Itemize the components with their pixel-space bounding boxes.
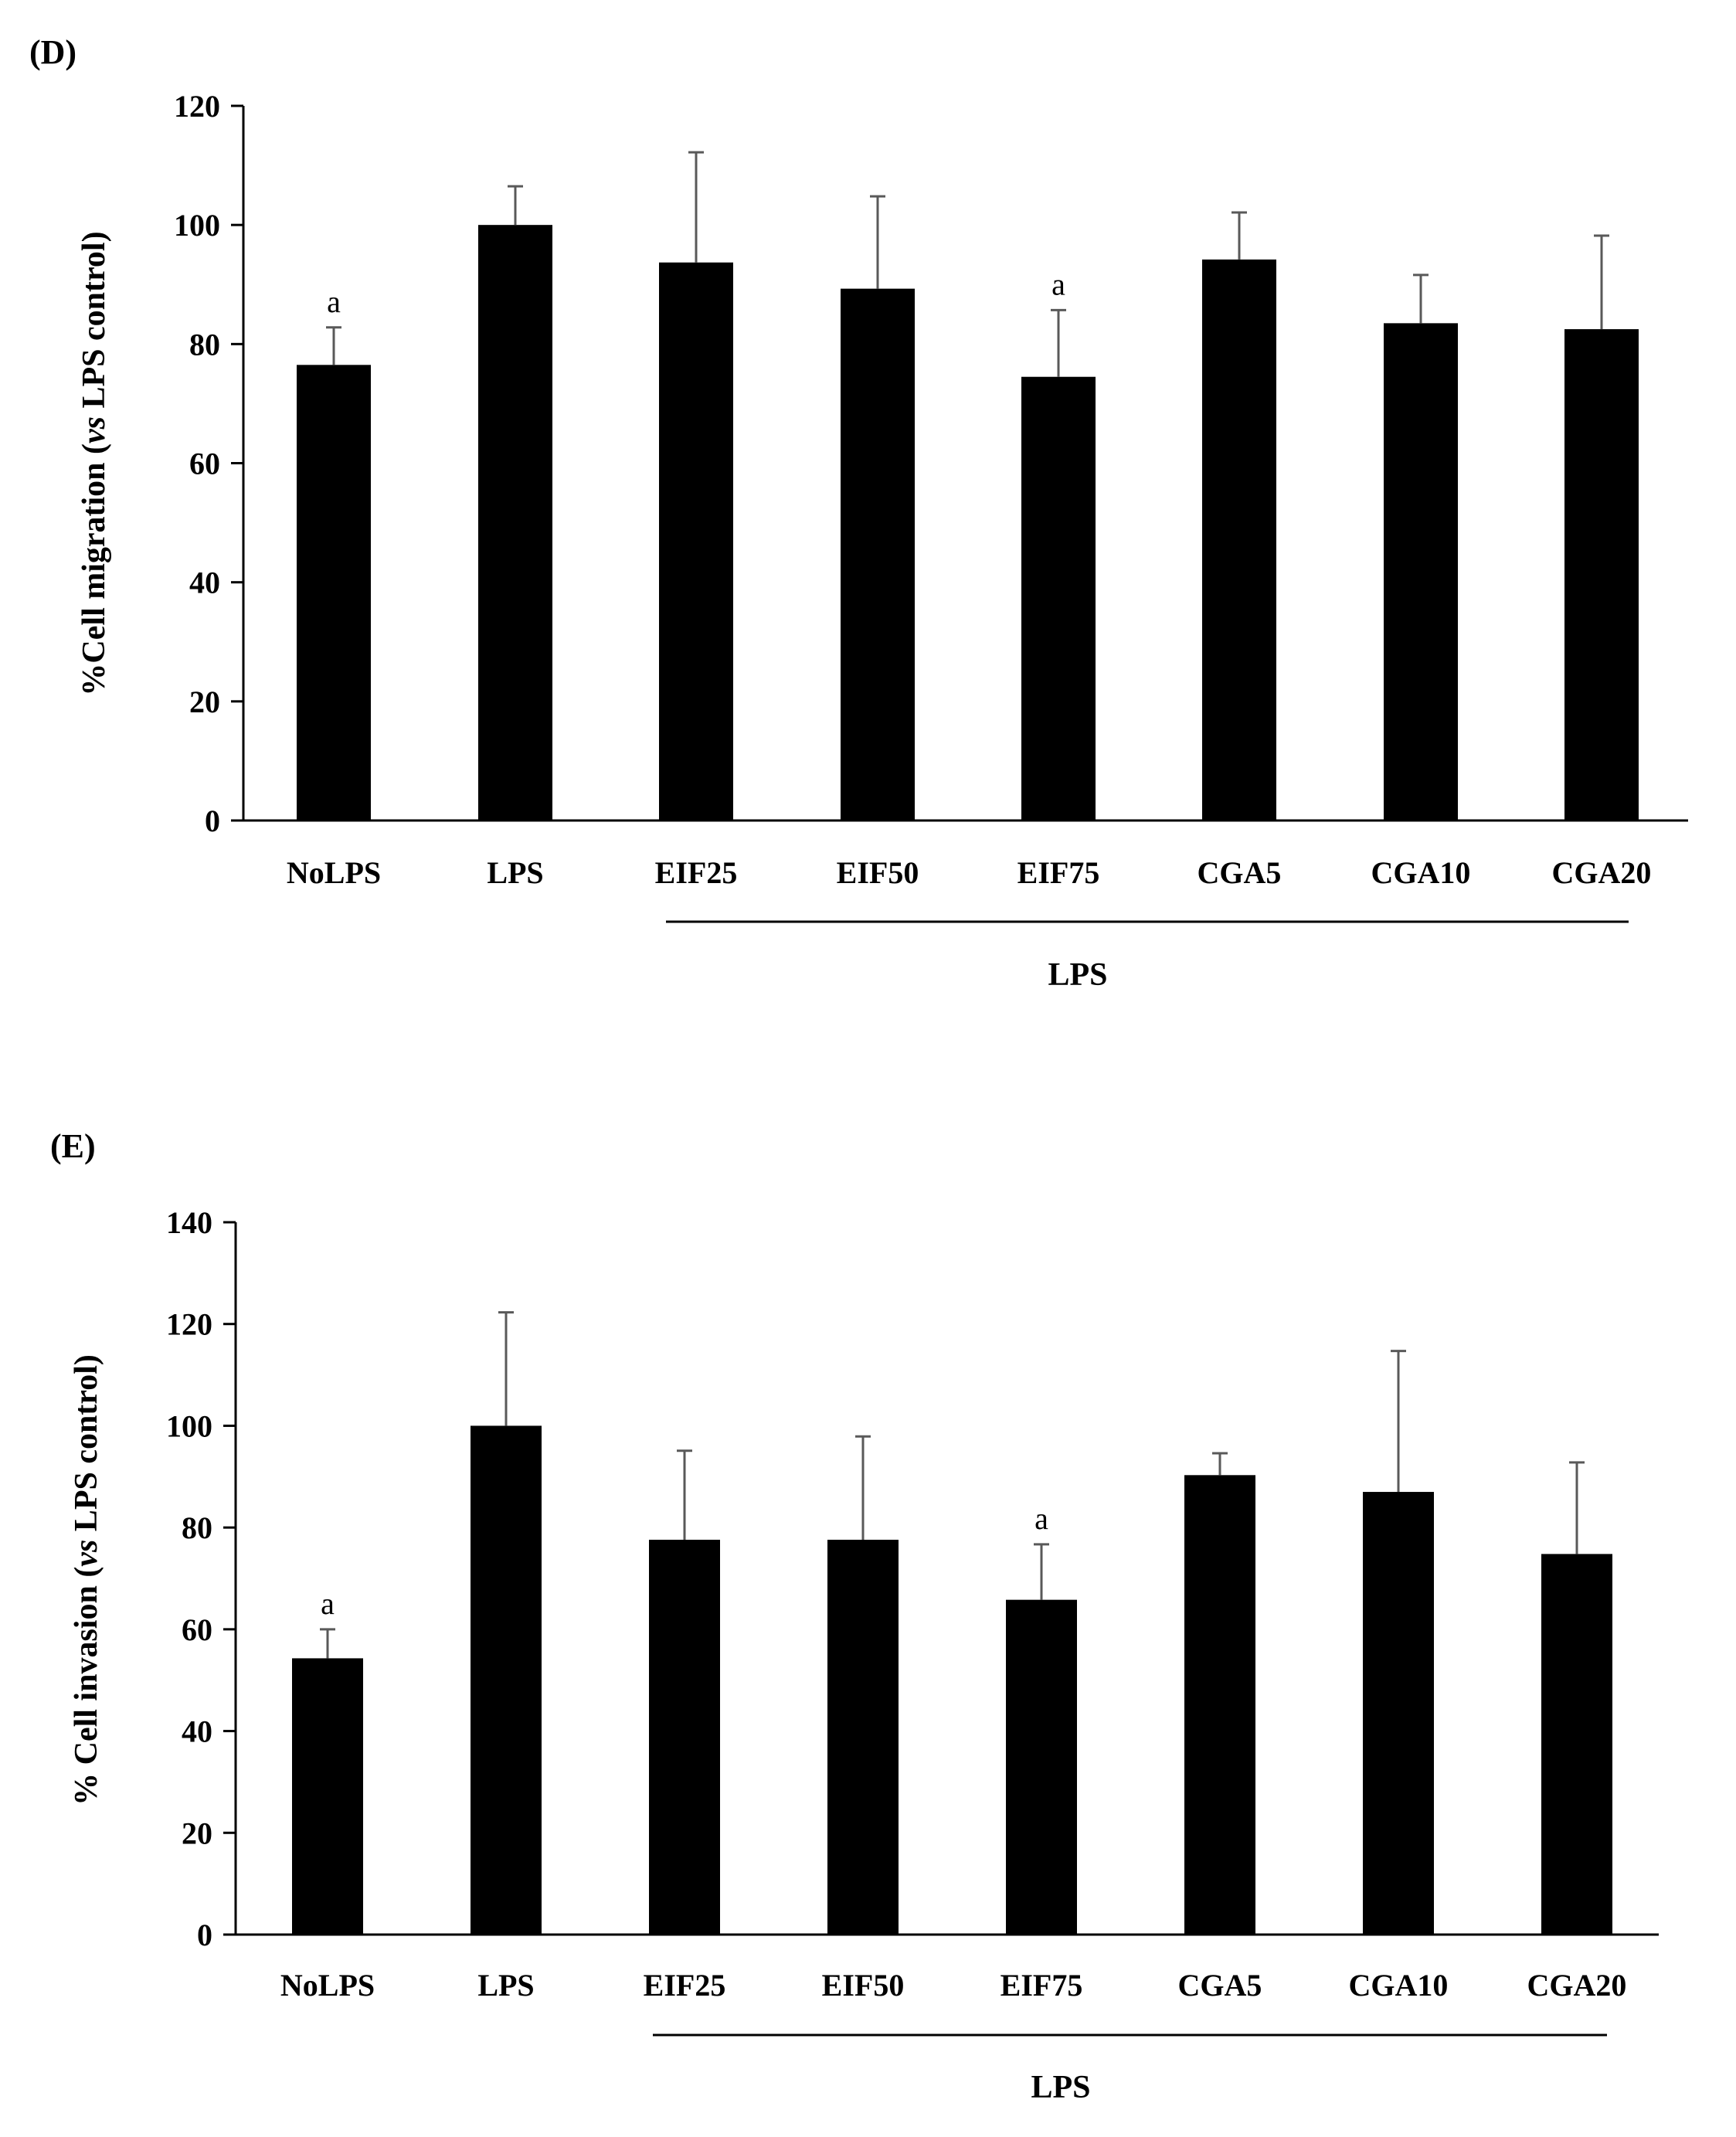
- bar: [478, 225, 552, 821]
- category-label: EIF75: [1000, 1968, 1083, 2003]
- y-tick-label: 100: [174, 208, 220, 243]
- category-label: CGA10: [1349, 1968, 1449, 2003]
- bar: [1021, 376, 1096, 821]
- panel-label: (E): [50, 1127, 96, 1165]
- chart-panel-d: (D) %Cell migration (vs LPS control) 0 20 40…: [29, 33, 1688, 993]
- y-axis-title: % Cell invasion (vs LPS control): [69, 1354, 104, 1806]
- bar: [1541, 1554, 1612, 1935]
- category-label: EIF25: [655, 855, 738, 890]
- y-axis-title-main: % Cell invasion (: [69, 1567, 104, 1806]
- category-label: EIF50: [837, 855, 919, 890]
- y-axis-title-suffix: LPS control): [69, 1354, 104, 1540]
- y-tick-label: 40: [189, 566, 220, 600]
- category-label: NoLPS: [287, 855, 381, 890]
- category-label: LPS: [477, 1968, 534, 2003]
- bar: [1384, 323, 1458, 821]
- bar: [1006, 1599, 1077, 1935]
- category-label: CGA5: [1178, 1968, 1262, 2003]
- chart-panel-e: (E) % Cell invasion (vs LPS control) 0 20 40…: [50, 1127, 1659, 2105]
- y-tick-label: 80: [182, 1510, 212, 1545]
- panel-label: (D): [29, 33, 76, 71]
- category-label: LPS: [487, 855, 543, 890]
- bar: [1184, 1475, 1255, 1935]
- bar: [471, 1425, 542, 1935]
- group-label: LPS: [1031, 2070, 1090, 2105]
- bar: [841, 288, 915, 820]
- category-label: CGA10: [1371, 855, 1471, 890]
- category-label: NoLPS: [280, 1968, 375, 2003]
- category-label: EIF25: [644, 1968, 726, 2003]
- category-label: CGA5: [1198, 855, 1282, 890]
- significance-label: a: [327, 284, 341, 319]
- y-tick-label: 60: [182, 1612, 212, 1647]
- y-axis-title-main: %Cell migration (: [76, 443, 112, 696]
- y-tick-label: 20: [182, 1816, 212, 1850]
- y-tick-label: 0: [205, 803, 220, 838]
- y-tick-label: 0: [197, 1918, 212, 1952]
- y-axis-title-italic: vs: [76, 416, 112, 443]
- category-label: CGA20: [1552, 855, 1652, 890]
- y-tick-label: 80: [189, 327, 220, 362]
- group-label: LPS: [1048, 957, 1107, 993]
- bar: [1202, 259, 1276, 820]
- y-axis-title: %Cell migration (vs LPS control): [76, 231, 112, 695]
- significance-label: a: [321, 1586, 335, 1621]
- y-tick-label: 140: [166, 1205, 212, 1240]
- bar: [1363, 1492, 1434, 1935]
- category-label: CGA20: [1527, 1968, 1627, 2003]
- significance-label: a: [1051, 267, 1065, 301]
- bar: [297, 365, 371, 820]
- bar: [649, 1539, 720, 1935]
- bar: [827, 1539, 899, 1935]
- y-tick-label: 120: [174, 89, 220, 124]
- y-tick-label: 60: [189, 447, 220, 481]
- y-tick-label: 100: [166, 1408, 212, 1443]
- bar: [1564, 329, 1639, 820]
- bar: [292, 1658, 363, 1935]
- y-axis-title-italic: vs: [69, 1540, 104, 1567]
- category-label: EIF75: [1017, 855, 1100, 890]
- y-tick-label: 120: [166, 1307, 212, 1342]
- category-label: EIF50: [822, 1968, 905, 2003]
- y-tick-label: 20: [189, 685, 220, 719]
- bar: [659, 262, 733, 821]
- significance-label: a: [1034, 1501, 1048, 1536]
- y-axis-title-suffix: LPS control): [76, 231, 112, 416]
- y-tick-label: 40: [182, 1714, 212, 1749]
